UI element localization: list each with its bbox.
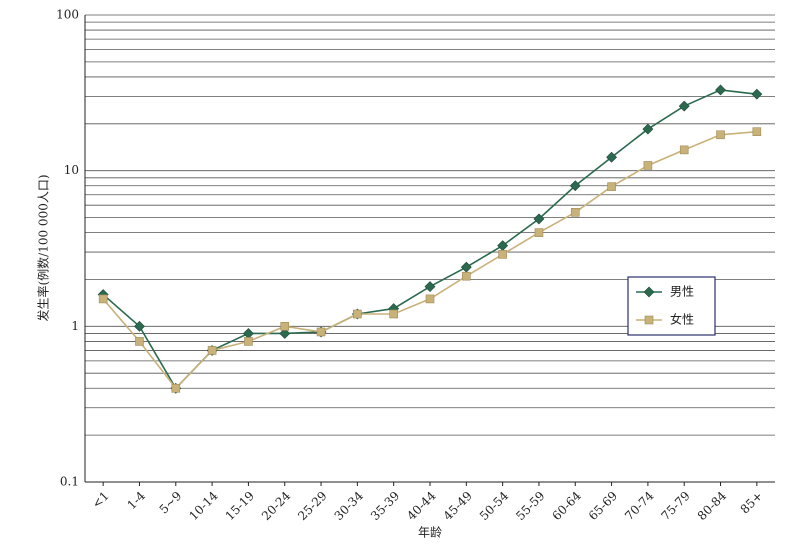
x-tick-label: 60-64 [549, 488, 584, 523]
marker [316, 327, 326, 337]
marker [679, 145, 689, 155]
series-line [102, 130, 757, 390]
marker [607, 182, 616, 191]
marker [642, 123, 654, 135]
marker [606, 151, 618, 163]
marker [643, 286, 655, 298]
marker [242, 328, 254, 339]
x-tick-label: 70-74 [622, 488, 657, 523]
marker [279, 328, 291, 339]
marker [678, 100, 690, 112]
marker [752, 127, 762, 136]
y-tick-label: 1 [71, 319, 79, 333]
marker [135, 337, 144, 346]
x-tick-label: 15-19 [223, 489, 257, 523]
marker [462, 271, 471, 281]
marker [644, 315, 654, 325]
marker [244, 337, 253, 346]
marker [424, 281, 436, 293]
x-tick-label: 80-84 [695, 488, 730, 523]
x-tick-label: 1-4 [125, 488, 149, 512]
marker [498, 250, 507, 259]
legend-label: 女性 [670, 312, 694, 327]
x-tick-label: 25-29 [295, 489, 329, 523]
marker [98, 294, 108, 304]
x-tick-label: 20-24 [259, 488, 294, 523]
marker [425, 294, 435, 304]
x-tick-label: 45-49 [441, 489, 475, 523]
y-tick-label: 100 [56, 8, 79, 22]
x-axis-label: 年龄 [418, 526, 442, 540]
legend-box [627, 276, 716, 336]
marker [280, 322, 290, 331]
y-axis-label: 发生率(例数/100 000人口) [36, 174, 51, 321]
marker [134, 320, 145, 332]
marker [715, 84, 726, 96]
x-tick-label: 10-14 [186, 488, 221, 523]
x-tick-label: 75-79 [658, 489, 692, 523]
marker [643, 161, 653, 170]
marker [207, 346, 217, 355]
marker [569, 180, 581, 192]
x-tick-label: 50-54 [477, 488, 512, 523]
marker [534, 228, 544, 237]
x-tick-label: 5~9 [157, 489, 185, 517]
x-tick-label: 65-69 [586, 489, 620, 523]
legend-label: 男性 [670, 285, 694, 299]
marker [533, 213, 545, 225]
marker [353, 309, 362, 319]
x-tick-label: <1 [89, 489, 111, 511]
y-tick-label: 0.1 [60, 475, 79, 489]
marker [751, 88, 763, 100]
marker [716, 130, 725, 140]
x-tick-label: 55-59 [513, 489, 547, 523]
x-tick-label: 30-34 [332, 488, 367, 523]
marker [389, 309, 398, 319]
marker [171, 383, 181, 393]
series-line [102, 89, 757, 390]
y-tick-label: 10 [64, 163, 79, 177]
marker [570, 208, 580, 217]
x-tick-label: 85+ [738, 489, 766, 517]
x-tick-label: 35-39 [368, 489, 402, 523]
marker [460, 261, 472, 273]
x-tick-label: 40-44 [404, 488, 439, 523]
